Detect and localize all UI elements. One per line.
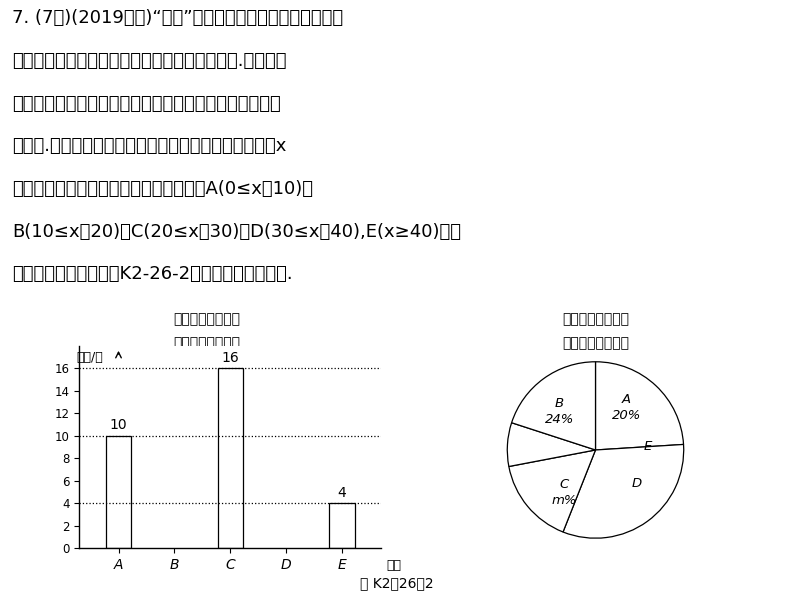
Wedge shape [596,362,684,450]
Bar [330,503,355,548]
Text: 学生寒假做家务的: 学生寒假做家务的 [173,312,240,326]
Bar [106,436,131,548]
Text: 图 K2－26－2: 图 K2－26－2 [360,576,434,590]
Wedge shape [507,423,596,467]
Text: 4: 4 [337,486,346,500]
Text: 总时间条形统计图: 总时间条形统计图 [173,336,240,350]
Text: E: E [644,440,653,453]
Text: 类别: 类别 [387,558,402,572]
Text: C
m%: C m% [552,479,577,507]
Text: 10: 10 [110,418,127,432]
Text: 将调查结果绘制成如图K2-26-2两幅不完整的统计图.: 将调查结果绘制成如图K2-26-2两幅不完整的统计图. [12,265,292,283]
Bar [218,368,243,548]
Text: 总时间.设被调查的每位同学寒假在家做家务的总时间为x: 总时间.设被调查的每位同学寒假在家做家务的总时间为x [12,138,287,156]
Text: 求同学们在家里帮助父母做一些力所能及的家务.在本学期: 求同学们在家里帮助父母做一些力所能及的家务.在本学期 [12,52,287,70]
Text: D: D [631,477,642,491]
Text: 小时，将做家务的总时间分为五个类别：A(0≤x＜10)，: 小时，将做家务的总时间分为五个类别：A(0≤x＜10)， [12,180,313,198]
Text: 7. (7分)(2019沈阳)“勤劳”是中华民族的传统美德，学校要: 7. (7分)(2019沈阳)“勤劳”是中华民族的传统美德，学校要 [12,10,343,27]
Text: B
24%: B 24% [545,397,574,426]
Text: 开学初，小颖同学随机调查了部分同学寒假在家做家务的: 开学初，小颖同学随机调查了部分同学寒假在家做家务的 [12,95,280,113]
Wedge shape [511,362,596,450]
Text: 16: 16 [222,351,239,365]
Text: 人数/名: 人数/名 [76,351,103,364]
Text: 总时间扇形统计图: 总时间扇形统计图 [562,336,629,350]
Text: 学生寒假做家务的: 学生寒假做家务的 [562,312,629,326]
Wedge shape [563,445,684,538]
Text: B(10≤x＜20)，C(20≤x＜30)，D(30≤x＜40),E(x≥40)，并: B(10≤x＜20)，C(20≤x＜30)，D(30≤x＜40),E(x≥40)… [12,223,461,241]
Text: A
20%: A 20% [612,393,642,421]
Wedge shape [509,450,596,532]
